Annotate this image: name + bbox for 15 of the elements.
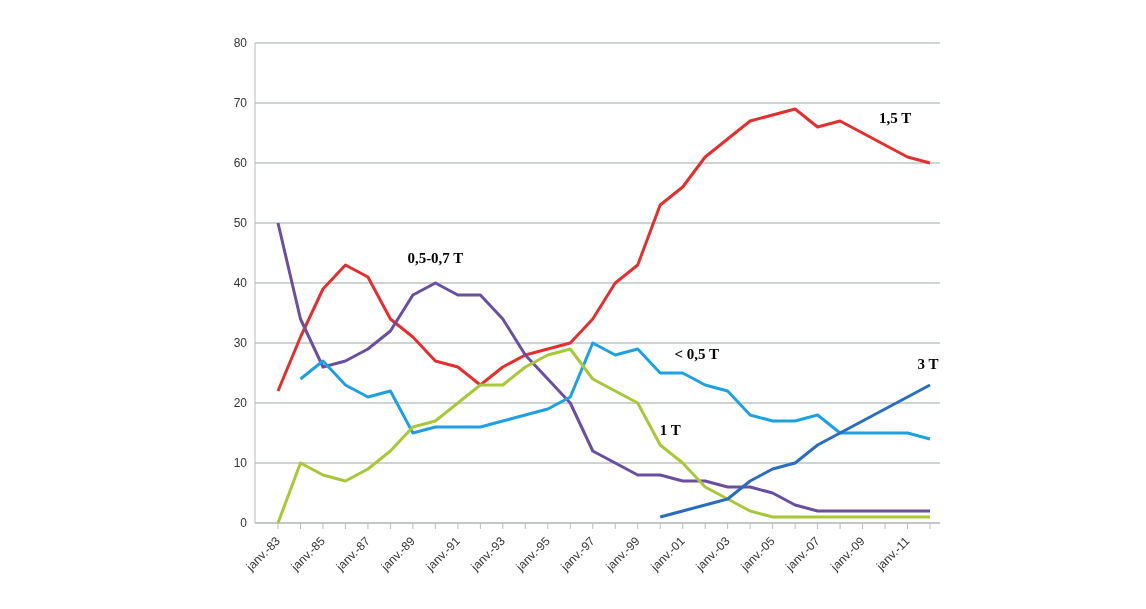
y-tick-label: 40 xyxy=(233,276,248,291)
line-series xyxy=(658,383,932,519)
y-tick-label: 20 xyxy=(233,396,248,411)
y-tick-label: 60 xyxy=(233,156,248,171)
y-tick-label: 80 xyxy=(233,36,248,51)
y-tick-label: 10 xyxy=(233,456,248,471)
y-tick-label: 30 xyxy=(233,336,248,351)
series-label: < 0,5 T xyxy=(674,346,719,362)
y-tick-label: 0 xyxy=(240,516,248,531)
y-tick-label: 70 xyxy=(233,96,248,111)
series-label: 1 T xyxy=(659,422,681,438)
series-label: 1,5 T xyxy=(878,110,912,126)
y-tick-label: 50 xyxy=(233,216,248,231)
series-label: 3 T xyxy=(917,356,939,372)
series-label: 0,5-0,7 T xyxy=(407,250,464,266)
